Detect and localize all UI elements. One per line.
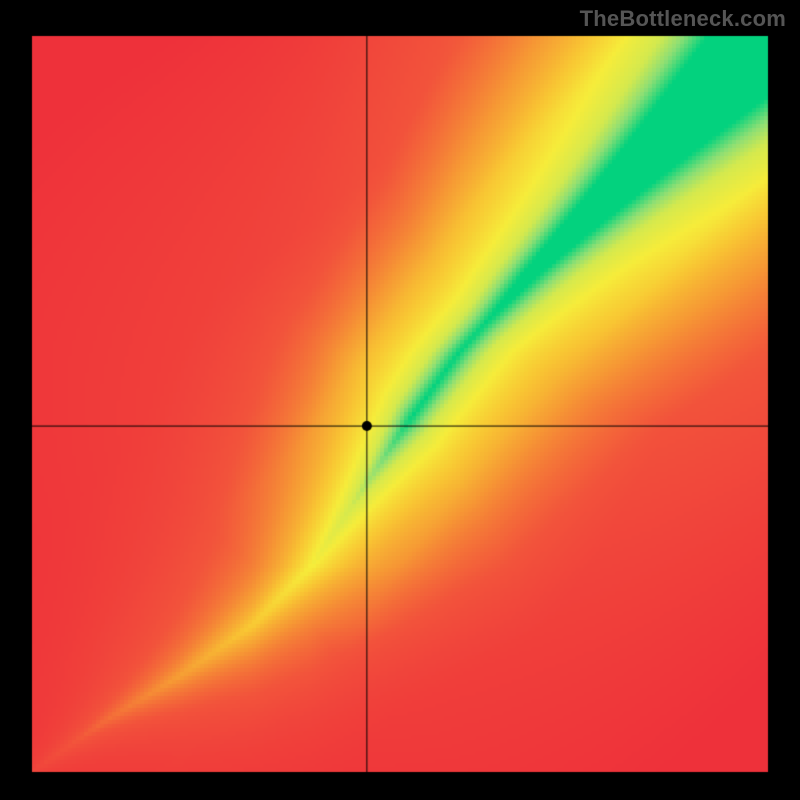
watermark-text: TheBottleneck.com [580,6,786,32]
chart-container: TheBottleneck.com [0,0,800,800]
bottleneck-heatmap [0,0,800,800]
